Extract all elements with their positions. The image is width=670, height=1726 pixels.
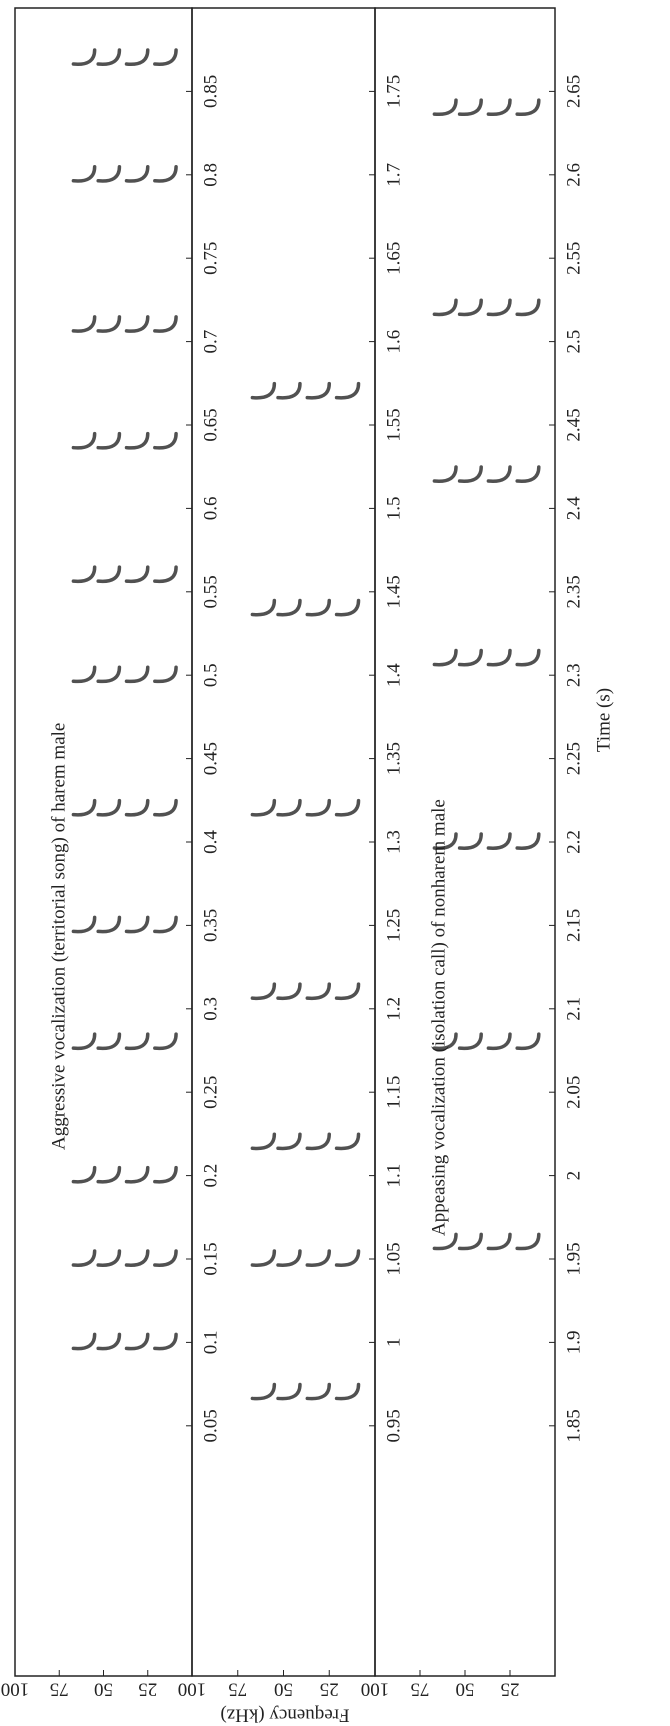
call xyxy=(434,651,538,665)
call xyxy=(73,50,176,64)
figure: 25 50 75 100 0.05 0.1 0.15 0.2 0.25 0.3 0.35 0.4 0.4… xyxy=(0,0,670,1726)
call xyxy=(73,1034,176,1048)
x-tick-label: 0.3 xyxy=(200,997,221,1021)
x-tick-label: 0.55 xyxy=(200,575,221,608)
x-tick-label: 1.55 xyxy=(383,408,404,441)
x-tick-label: 2.55 xyxy=(563,242,584,275)
chart: 25 50 75 100 0.05 0.1 0.15 0.2 0.25 0.3 0.35 0.4 0.4… xyxy=(0,0,670,1726)
call xyxy=(434,300,538,314)
x-tick-label: 1.9 xyxy=(563,1331,584,1355)
x-tick-label: 2.15 xyxy=(563,909,584,942)
x-tick-label: 2.35 xyxy=(563,575,584,608)
y-tick-label: 100 xyxy=(1,1679,30,1700)
y-tick-label: 25 xyxy=(320,1679,339,1700)
call xyxy=(73,167,176,181)
panel-annotation: Aggressive vocalization (territorial son… xyxy=(48,723,69,1150)
x-tick-label: 2.3 xyxy=(563,663,584,687)
y-tick-label: 50 xyxy=(274,1679,293,1700)
y-tick-label: 25 xyxy=(501,1679,520,1700)
y-tick-label: 50 xyxy=(456,1679,475,1700)
call xyxy=(73,1334,176,1348)
y-tick-label: 75 xyxy=(50,1679,69,1700)
page: 25 50 75 100 0.05 0.1 0.15 0.2 0.25 0.3 0.35 0.4 0.4… xyxy=(0,0,670,1726)
x-tick-label: 1.6 xyxy=(383,330,404,354)
call xyxy=(434,467,538,481)
call xyxy=(434,1034,538,1048)
x-tick-label: 2.2 xyxy=(563,830,584,854)
call xyxy=(252,984,358,998)
x-tick-label: 1.7 xyxy=(383,163,404,187)
y-tick-label: 25 xyxy=(138,1679,157,1700)
call xyxy=(252,1134,358,1148)
x-tick-label: 1.5 xyxy=(383,497,404,521)
x-tick-label: 1.2 xyxy=(383,997,404,1021)
call xyxy=(434,1234,538,1248)
x-tick-label: 2.25 xyxy=(563,742,584,775)
x-tick-label: 1.35 xyxy=(383,742,404,775)
x-tick-label: 1 xyxy=(383,1338,404,1348)
x-tick-label: 0.6 xyxy=(200,497,221,521)
y-tick-label: 100 xyxy=(178,1679,207,1700)
x-tick-label: 0.85 xyxy=(200,75,221,108)
call xyxy=(434,100,538,114)
y-axis-label: Frequency (kHz) xyxy=(220,1705,349,1726)
x-tick-label: 1.45 xyxy=(383,575,404,608)
call xyxy=(252,384,358,398)
call xyxy=(73,317,176,331)
call xyxy=(73,567,176,581)
x-tick-label: 0.7 xyxy=(200,330,221,354)
x-tick-label: 2.4 xyxy=(563,496,584,520)
call xyxy=(73,434,176,448)
x-tick-label: 2 xyxy=(563,1171,584,1181)
call xyxy=(73,1251,176,1265)
x-tick-label: 2.05 xyxy=(563,1076,584,1109)
x-tick-label: 1.1 xyxy=(383,1164,404,1188)
x-tick-label: 1.3 xyxy=(383,830,404,854)
x-tick-label: 0.8 xyxy=(200,163,221,187)
x-tick-label: 0.15 xyxy=(200,1242,221,1275)
x-tick-label: 1.95 xyxy=(563,1242,584,1275)
x-tick-label: 0.45 xyxy=(200,742,221,775)
x-tick-label: 0.5 xyxy=(200,663,221,687)
x-tick-label: 0.1 xyxy=(200,1331,221,1355)
x-tick-label: 1.15 xyxy=(383,1076,404,1109)
call xyxy=(252,1384,358,1398)
y-tick-label: 50 xyxy=(94,1679,113,1700)
y-tick-label: 75 xyxy=(411,1679,430,1700)
call xyxy=(252,1251,358,1265)
call xyxy=(252,801,358,815)
call xyxy=(252,600,358,614)
x-tick-label: 1.65 xyxy=(383,242,404,275)
call xyxy=(73,1168,176,1182)
x-tick-label: 1.75 xyxy=(383,75,404,108)
x-tick-label: 0.35 xyxy=(200,909,221,942)
x-tick-label: 2.5 xyxy=(563,330,584,354)
y-tick-label: 100 xyxy=(361,1679,390,1700)
x-tick-label: 0.4 xyxy=(200,830,221,854)
x-tick-label: 2.65 xyxy=(563,75,584,108)
x-tick-label: 1.05 xyxy=(383,1242,404,1275)
call xyxy=(73,801,176,815)
x-tick-label: 0.95 xyxy=(383,1409,404,1442)
x-axis-label: Time (s) xyxy=(593,688,614,752)
panel-annotation: Appeasing vocalization (isolation call) … xyxy=(428,799,449,1236)
y-tick-label: 75 xyxy=(228,1679,247,1700)
x-tick-label: 2.1 xyxy=(563,997,584,1021)
x-tick-label: 2.6 xyxy=(563,163,584,187)
x-tick-label: 1.4 xyxy=(383,663,404,687)
x-tick-label: 0.2 xyxy=(200,1164,221,1188)
x-tick-label: 2.45 xyxy=(563,408,584,441)
x-tick-label: 1.25 xyxy=(383,909,404,942)
panel-frame xyxy=(15,8,192,1676)
x-tick-label: 0.65 xyxy=(200,408,221,441)
x-tick-label: 1.85 xyxy=(563,1409,584,1442)
x-tick-label: 0.05 xyxy=(200,1409,221,1442)
x-tick-label: 0.75 xyxy=(200,242,221,275)
call xyxy=(434,834,538,848)
x-tick-label: 0.25 xyxy=(200,1076,221,1109)
call xyxy=(73,917,176,931)
call xyxy=(73,667,176,681)
